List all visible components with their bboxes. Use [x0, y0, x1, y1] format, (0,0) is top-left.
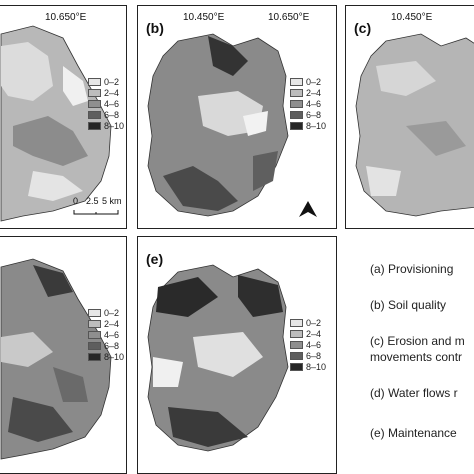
- legend-swatch: [290, 318, 303, 327]
- north-arrow-icon: [299, 201, 317, 217]
- panel-b: (b) 10.450°E 10.650°E 0–2 2–4 4–6 6–8 8–…: [137, 5, 337, 229]
- map-d: [0, 258, 112, 460]
- legend-row: 4–6: [88, 98, 124, 109]
- legend-label: 6–8: [104, 340, 120, 351]
- legend-label: 0–2: [306, 317, 322, 328]
- description-list: (a) Provisioning (b) Soil quality (c) Er…: [342, 236, 474, 474]
- panel-label: (c): [354, 20, 372, 36]
- legend-swatch: [88, 110, 101, 119]
- panel-d: 0–2 2–4 4–6 6–8 8–10: [0, 236, 127, 474]
- legend-row: 0–2: [88, 307, 124, 318]
- legend-row: 6–8: [290, 109, 326, 120]
- legend-label: 0–2: [306, 76, 322, 87]
- legend-row: 2–4: [290, 328, 326, 339]
- legend-swatch: [88, 352, 101, 361]
- legend-row: 8–10: [290, 361, 326, 372]
- legend-row: 8–10: [88, 351, 124, 362]
- legend-swatch: [88, 88, 101, 97]
- scale-line: [73, 210, 119, 215]
- legend-row: 4–6: [290, 339, 326, 350]
- panel-c: (c) 10.450°E: [345, 5, 474, 229]
- legend-d: 0–2 2–4 4–6 6–8 8–10: [88, 307, 124, 362]
- legend-swatch: [290, 121, 303, 130]
- legend-b: 0–2 2–4 4–6 6–8 8–10: [290, 76, 326, 131]
- legend-label: 6–8: [306, 109, 322, 120]
- description-erosion-cont: movements contr: [370, 350, 463, 364]
- legend-label: 8–10: [104, 351, 125, 362]
- legend-label: 6–8: [104, 109, 120, 120]
- legend-e: 0–2 2–4 4–6 6–8 8–10: [290, 317, 326, 372]
- legend-row: 8–10: [290, 120, 326, 131]
- longitude-label: 10.450°E: [391, 12, 433, 23]
- legend-swatch: [290, 351, 303, 360]
- panel-label: (b): [146, 20, 164, 36]
- description-water-flows: (d) Water flows r: [370, 386, 458, 400]
- legend-row: 4–6: [290, 98, 326, 109]
- legend-row: 0–2: [88, 76, 124, 87]
- legend-row: 4–6: [88, 329, 124, 340]
- scale-bar: 0 2.5 5 km: [73, 196, 125, 218]
- scale-label: 5 km: [102, 196, 122, 206]
- map-b: [147, 33, 289, 217]
- description-provisioning: (a) Provisioning: [370, 262, 454, 276]
- legend-swatch: [290, 362, 303, 371]
- legend-swatch: [88, 308, 101, 317]
- description-soil-quality: (b) Soil quality: [370, 298, 447, 312]
- longitude-label: 10.650°E: [268, 12, 310, 23]
- legend-label: 8–10: [306, 120, 327, 131]
- legend-label: 8–10: [104, 120, 125, 131]
- legend-row: 6–8: [88, 340, 124, 351]
- legend-row: 2–4: [88, 87, 124, 98]
- legend-row: 8–10: [88, 120, 124, 131]
- legend-swatch: [88, 330, 101, 339]
- legend-swatch: [290, 88, 303, 97]
- map-a: [0, 25, 112, 222]
- map-c: [355, 33, 474, 217]
- legend-swatch: [88, 77, 101, 86]
- legend-row: 0–2: [290, 76, 326, 87]
- legend-swatch: [290, 110, 303, 119]
- legend-label: 0–2: [104, 76, 120, 87]
- scale-label: 0: [73, 196, 79, 206]
- scale-label: 2.5: [86, 196, 99, 206]
- legend-label: 4–6: [306, 98, 322, 109]
- legend-row: 2–4: [88, 318, 124, 329]
- legend-label: 2–4: [104, 318, 120, 329]
- longitude-label: 10.650°E: [45, 12, 87, 23]
- legend-row: 2–4: [290, 87, 326, 98]
- description-maintenance: (e) Maintenance: [370, 426, 457, 440]
- legend-label: 0–2: [104, 307, 120, 318]
- legend-swatch: [88, 121, 101, 130]
- legend-swatch: [290, 99, 303, 108]
- legend-label: 2–4: [104, 87, 120, 98]
- legend-row: 0–2: [290, 317, 326, 328]
- legend-label: 4–6: [104, 98, 120, 109]
- panel-a: 10.650°E 0–2 2–4 4–6 6–8 8–10 0 2.5 5 km: [0, 5, 127, 229]
- legend-row: 6–8: [88, 109, 124, 120]
- legend-swatch: [290, 340, 303, 349]
- legend-label: 4–6: [104, 329, 120, 340]
- panel-e: (e) 0–2 2–4 4–6 6–8 8–10: [137, 236, 337, 474]
- legend-swatch: [88, 341, 101, 350]
- legend-swatch: [88, 99, 101, 108]
- legend-row: 6–8: [290, 350, 326, 361]
- panel-label: (e): [146, 251, 164, 267]
- map-e: [147, 264, 289, 452]
- longitude-label: 10.450°E: [183, 12, 225, 23]
- legend-label: 4–6: [306, 339, 322, 350]
- legend-swatch: [290, 329, 303, 338]
- legend-label: 2–4: [306, 87, 322, 98]
- legend-swatch: [290, 77, 303, 86]
- legend-label: 2–4: [306, 328, 322, 339]
- legend-a: 0–2 2–4 4–6 6–8 8–10: [88, 76, 124, 131]
- description-erosion: (c) Erosion and m: [370, 334, 465, 348]
- legend-label: 6–8: [306, 350, 322, 361]
- legend-swatch: [88, 319, 101, 328]
- legend-label: 8–10: [306, 361, 327, 372]
